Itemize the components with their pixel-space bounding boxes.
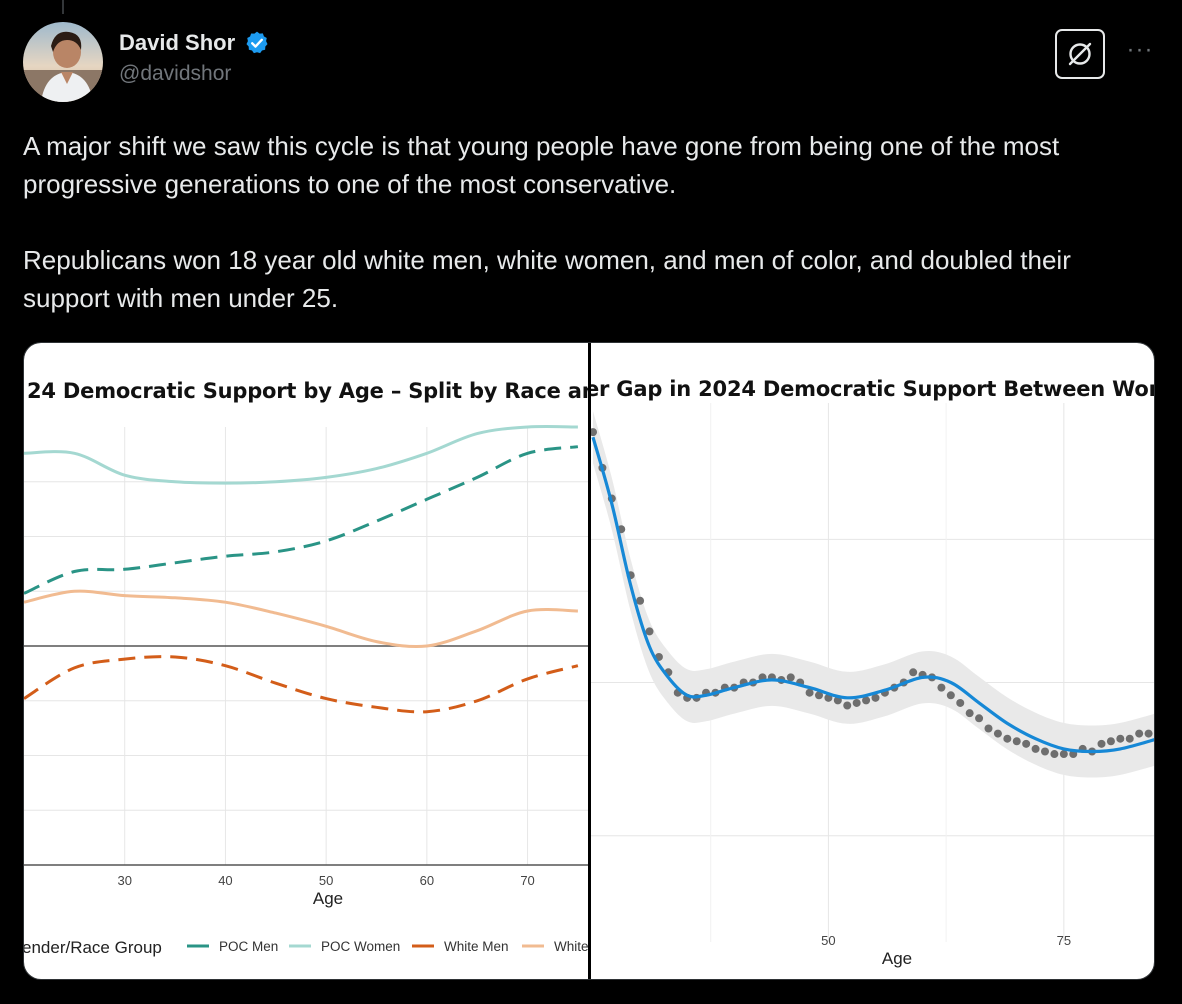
author-display-name[interactable]: David Shor xyxy=(119,30,236,55)
data-point xyxy=(1059,750,1068,759)
x-tick-label: 50 xyxy=(821,933,835,948)
tweet-paragraph: Republicans won 18 year old white men, w… xyxy=(23,245,1071,313)
data-point xyxy=(1116,734,1125,743)
tweet-media[interactable]: 24 Democratic Support by Age – Split by … xyxy=(23,342,1155,980)
data-point xyxy=(1041,747,1049,756)
data-point xyxy=(1012,737,1021,746)
data-point xyxy=(1003,734,1012,743)
data-point xyxy=(786,673,795,682)
chart-right-panel[interactable]: er Gap in 2024 Democratic Support Betwee… xyxy=(591,343,1155,979)
data-point xyxy=(636,596,645,605)
data-point xyxy=(815,691,823,700)
more-options-icon: ··· xyxy=(1126,36,1154,63)
left-chart-svg: 30 40 50 60 70 Age ender/Race Group POC Men P… xyxy=(24,425,588,957)
series-line-white-men xyxy=(24,655,579,714)
data-point xyxy=(965,709,974,718)
grok-button[interactable] xyxy=(1055,29,1105,79)
x-tick-label: 40 xyxy=(218,873,232,888)
smoothed-trend-line xyxy=(591,436,1154,754)
data-point xyxy=(975,714,984,723)
data-point xyxy=(1135,729,1144,738)
series-line-white-women xyxy=(24,589,578,649)
series-line-poc-men xyxy=(24,445,579,595)
chart-left-title: 24 Democratic Support by Age – Split by … xyxy=(27,379,588,403)
x-tick-label: 60 xyxy=(420,873,434,888)
thread-connector-line xyxy=(62,0,64,14)
legend-label: White Men xyxy=(444,939,509,954)
data-point xyxy=(852,698,861,707)
data-point xyxy=(956,698,965,707)
grok-icon xyxy=(1068,42,1092,66)
data-point xyxy=(937,683,946,692)
series-line-poc-women xyxy=(24,425,578,485)
data-point xyxy=(1050,750,1059,759)
right-chart-svg: 50 75 Age xyxy=(591,403,1154,968)
data-point xyxy=(1106,737,1115,746)
x-tick-label: 30 xyxy=(117,873,131,888)
legend-label: POC Women xyxy=(321,939,400,954)
data-point xyxy=(645,627,654,636)
avatar-photo xyxy=(23,22,103,102)
legend-title: ender/Race Group xyxy=(24,938,162,957)
data-point xyxy=(993,729,1002,738)
data-point xyxy=(1144,729,1153,738)
data-point xyxy=(909,668,918,677)
data-point xyxy=(946,691,955,700)
left-x-axis-label: Age xyxy=(313,889,343,908)
tweet-text: A major shift we saw this cycle is that … xyxy=(23,127,1163,317)
avatar[interactable] xyxy=(23,22,103,102)
tweet-paragraph: A major shift we saw this cycle is that … xyxy=(23,131,1060,199)
chart-left-panel[interactable]: 24 Democratic Support by Age – Split by … xyxy=(24,343,588,979)
right-x-axis-label: Age xyxy=(882,949,912,968)
data-point xyxy=(1125,734,1134,743)
data-point xyxy=(1022,739,1031,748)
verified-badge-icon xyxy=(244,30,270,56)
data-point xyxy=(871,693,880,702)
data-point xyxy=(984,724,993,733)
data-point xyxy=(1097,739,1106,748)
chart-right-title: er Gap in 2024 Democratic Support Betwee… xyxy=(591,377,1155,401)
legend-label: White Women xyxy=(554,939,588,954)
data-point xyxy=(843,701,852,710)
x-tick-label: 50 xyxy=(319,873,333,888)
data-point xyxy=(1031,744,1040,753)
author-handle[interactable]: @davidshor xyxy=(119,62,232,85)
x-tick-label: 70 xyxy=(520,873,534,888)
x-tick-label: 75 xyxy=(1057,933,1071,948)
legend-label: POC Men xyxy=(219,939,278,954)
more-options-button[interactable]: ··· xyxy=(1123,38,1157,70)
data-point xyxy=(805,688,814,697)
data-point xyxy=(591,428,597,437)
confidence-band xyxy=(593,411,1154,778)
data-point xyxy=(862,696,871,705)
